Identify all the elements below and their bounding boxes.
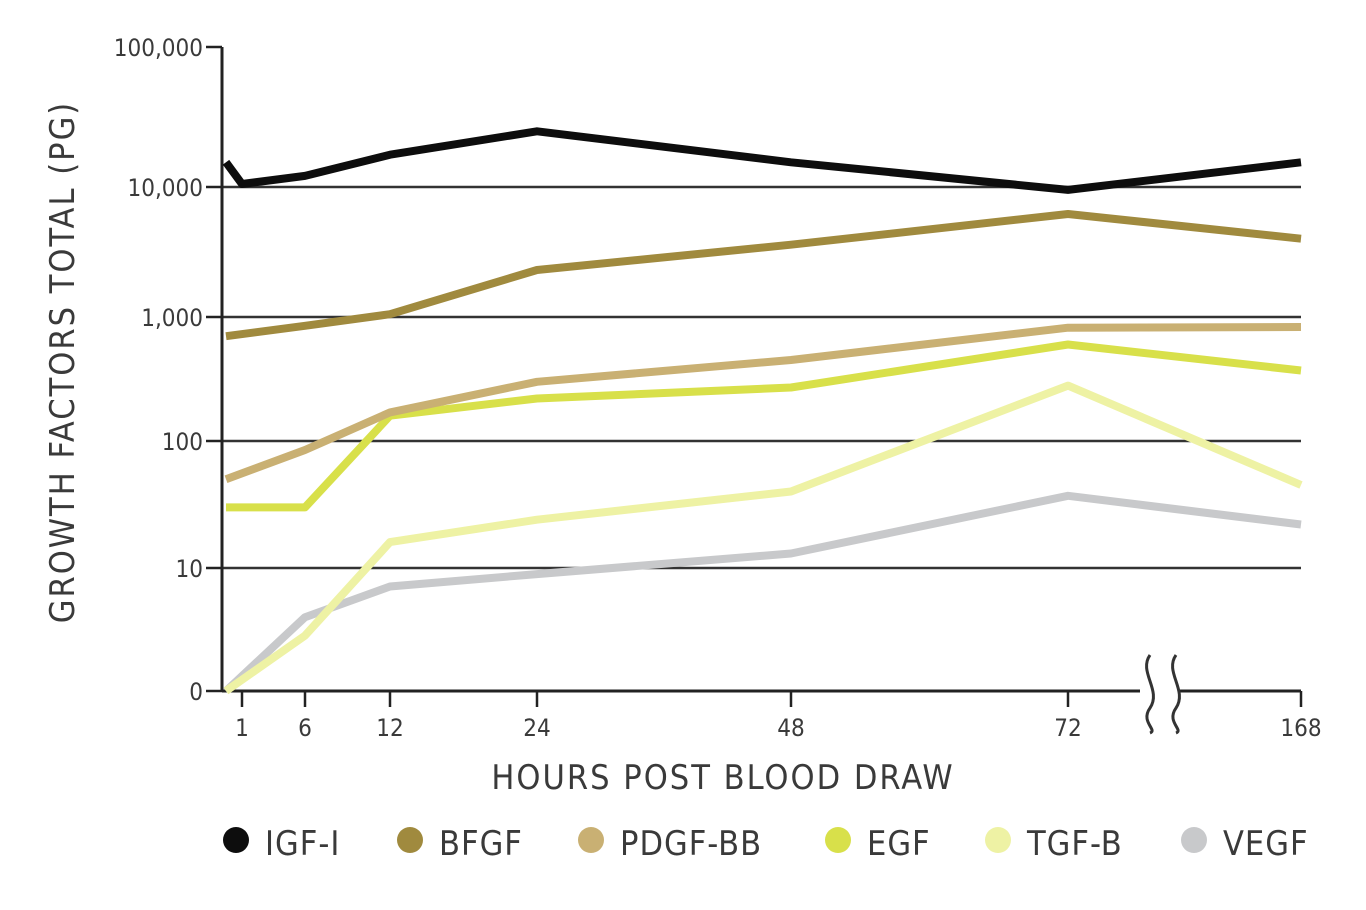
legend-label-vegf: VEGF [1223, 824, 1309, 864]
legend-label-igf-i: IGF-I [265, 824, 340, 864]
x-tick-label: 48 [777, 714, 804, 742]
series-line-bfgf [225, 210, 1302, 341]
series-line-egf [226, 340, 1302, 512]
series-line-igf-i [222, 127, 1302, 194]
x-tick-labels: 1 6 12 24 48 72 168 [235, 691, 1322, 742]
series-line-tgf-b [223, 381, 1303, 695]
x-tick-label: 24 [523, 714, 550, 742]
legend-label-tgf-b: TGF-B [1026, 824, 1123, 864]
legend-marker-egf [825, 827, 851, 853]
legend-marker-vegf [1181, 827, 1207, 853]
x-tick-label: 12 [376, 714, 403, 742]
axes [220, 47, 1301, 735]
x-tick-label: 6 [298, 714, 312, 742]
y-tick-label: 0 [189, 678, 203, 706]
x-axis-title: HOURS POST BLOOD DRAW [491, 758, 954, 798]
y-tick-labels: 0 10 100 1,000 10,000 100,000 [114, 34, 222, 706]
y-tick-label: 10,000 [127, 174, 203, 202]
series-line-vegf [223, 491, 1302, 694]
legend-marker-pdgf-bb [578, 827, 604, 853]
y-tick-label: 1,000 [141, 304, 203, 332]
y-tick-label: 100,000 [114, 34, 203, 62]
legend-marker-igf-i [223, 827, 249, 853]
legend-marker-tgf-b [985, 827, 1011, 853]
series-line-pdgf-bb [224, 323, 1302, 483]
axis-break-mark-left [1145, 654, 1155, 735]
legend: IGF-I BFGF PDGF-BB EGF TGF-B VEGF [223, 824, 1309, 864]
y-tick-label: 100 [162, 428, 203, 456]
legend-label-egf: EGF [867, 824, 931, 864]
x-tick-label: 168 [1280, 714, 1321, 742]
axis-break-mark-right [1171, 654, 1181, 735]
legend-label-pdgf-bb: PDGF-BB [620, 824, 762, 864]
y-tick-label: 10 [176, 555, 203, 583]
y-axis-title: GROWTH FACTORS TOTAL (PG) [43, 101, 83, 623]
series-lines [222, 127, 1303, 695]
legend-marker-bfgf [397, 827, 423, 853]
legend-label-bfgf: BFGF [439, 824, 523, 864]
x-tick-label: 72 [1054, 714, 1081, 742]
x-tick-label: 1 [235, 714, 249, 742]
